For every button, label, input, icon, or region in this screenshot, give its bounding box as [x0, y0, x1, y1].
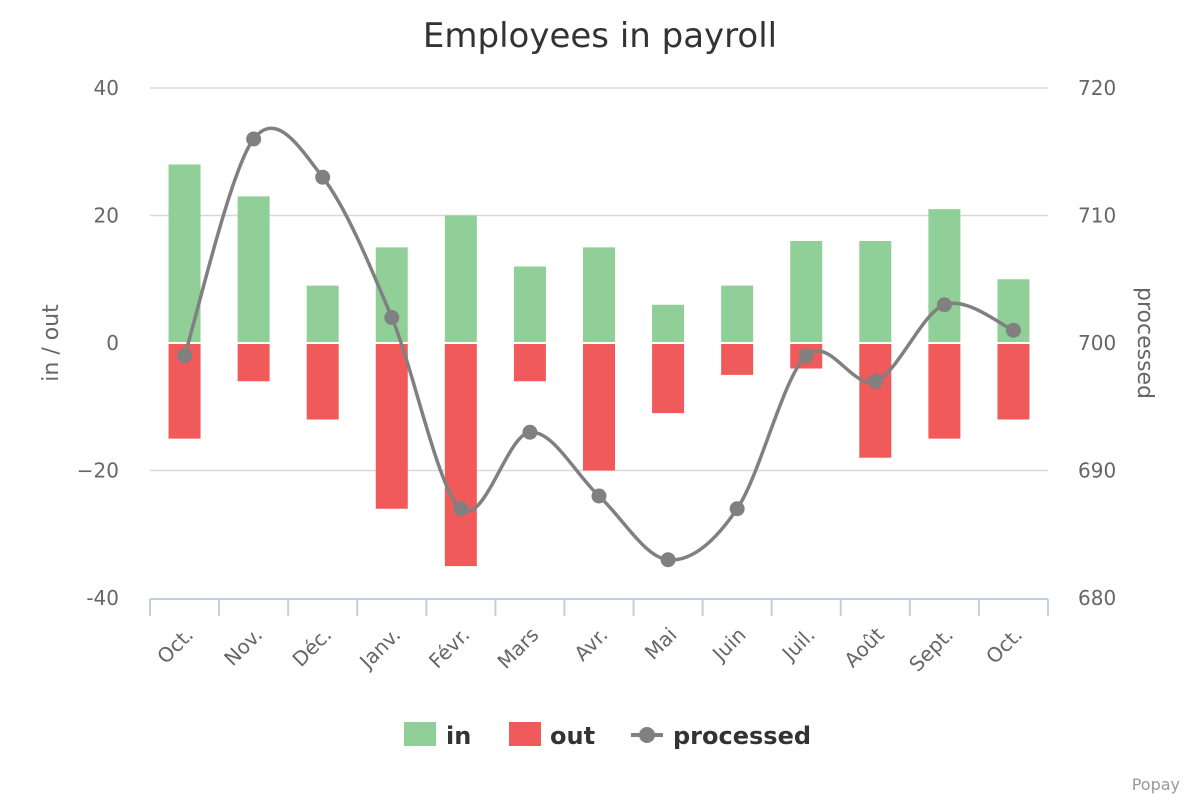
processed-point — [246, 131, 262, 147]
processed-line — [182, 126, 1015, 562]
bar-out — [652, 343, 685, 414]
legend-label-processed: processed — [673, 722, 811, 750]
bar-out — [721, 343, 754, 375]
bar-out — [859, 343, 892, 458]
x-tick-label: Janv. — [353, 623, 405, 675]
legend-item-processed[interactable]: processed — [631, 722, 811, 750]
bar-in — [721, 285, 754, 343]
right-tick-label: 690 — [1078, 459, 1116, 483]
bar-out — [513, 343, 546, 382]
bar-in — [513, 266, 546, 343]
bar-in — [583, 247, 615, 343]
processed-point — [1005, 322, 1021, 338]
processed-point — [522, 424, 538, 440]
left-axis-ticks: 40 20 0 −20 -40 — [77, 76, 119, 610]
bar-out — [997, 343, 1030, 420]
x-tick-label: Août — [839, 622, 889, 672]
legend-label-out: out — [550, 722, 595, 750]
x-tick-label: Nov. — [219, 623, 267, 671]
right-tick-label: 700 — [1078, 331, 1116, 355]
bar-out — [375, 343, 408, 509]
processed-point — [867, 373, 883, 389]
left-tick-label: -40 — [86, 586, 119, 610]
x-tick-label: Oct. — [981, 623, 1027, 669]
legend-swatch-out — [509, 722, 541, 746]
chart-title: Employees in payroll — [423, 16, 777, 56]
left-tick-label: −20 — [77, 459, 119, 483]
left-tick-label: 40 — [94, 76, 119, 100]
processed-point — [591, 488, 607, 504]
bar-out — [583, 343, 615, 471]
bar-in — [790, 241, 823, 343]
processed-point — [660, 552, 676, 568]
right-axis-title: processed — [1132, 287, 1157, 399]
left-tick-label: 20 — [94, 204, 119, 228]
x-tick-label: Oct. — [152, 623, 198, 669]
x-tick-label: Sept. — [904, 623, 958, 677]
x-tick-label: Mars — [492, 623, 543, 674]
bar-out — [306, 343, 339, 420]
bar-out — [444, 343, 477, 567]
bar-in — [928, 209, 961, 343]
right-tick-label: 710 — [1078, 204, 1116, 228]
processed-point — [177, 348, 193, 364]
right-axis-ticks: 720 710 700 690 680 — [1078, 76, 1116, 610]
bars — [150, 164, 1048, 567]
processed-point — [729, 501, 745, 517]
processed-point — [453, 501, 469, 517]
x-tick-label: Mai — [640, 623, 682, 665]
processed-series — [177, 126, 1021, 568]
right-tick-label: 680 — [1078, 586, 1116, 610]
bar-in — [652, 304, 685, 343]
x-tick-label: Juin — [706, 623, 750, 667]
left-tick-label: 0 — [106, 331, 119, 355]
x-tick-label: Févr. — [424, 623, 474, 673]
left-axis-title: in / out — [39, 304, 64, 382]
x-tick-label: Juil. — [776, 623, 820, 667]
credits[interactable]: Popay — [1132, 775, 1180, 794]
legend-item-in[interactable]: in — [404, 722, 471, 750]
bar-out — [928, 343, 961, 439]
processed-point — [384, 310, 400, 325]
processed-point — [798, 348, 814, 364]
legend-marker-processed — [639, 727, 655, 743]
legend-item-out[interactable]: out — [509, 722, 595, 750]
x-tick-label: Déc. — [287, 623, 336, 672]
bar-out — [237, 343, 270, 382]
legend-swatch-in — [404, 722, 436, 746]
processed-point — [315, 169, 331, 185]
x-axis: Oct. Nov. Déc. Janv. Févr. Mars Avr. Mai Juin Jui… — [149, 598, 1049, 677]
processed-point — [936, 297, 952, 313]
bar-in — [859, 241, 892, 343]
right-tick-label: 720 — [1078, 76, 1116, 100]
bar-in — [306, 285, 339, 343]
legend: in out processed — [404, 722, 811, 750]
legend-label-in: in — [446, 722, 471, 750]
bar-in — [237, 196, 270, 343]
x-tick-label: Avr. — [569, 623, 612, 666]
bar-in — [444, 215, 477, 343]
